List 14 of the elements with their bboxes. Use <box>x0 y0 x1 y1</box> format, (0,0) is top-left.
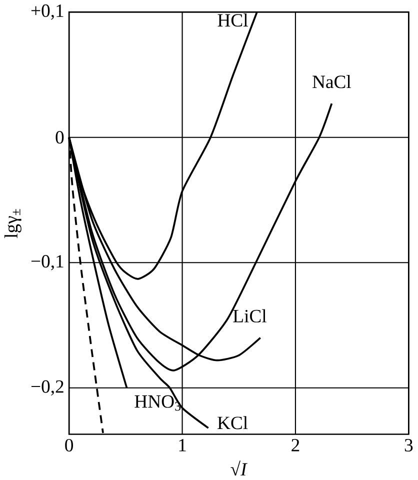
y-axis-title: lgγ$_{±}$ <box>4 209 22 238</box>
x-tick-label: 2 <box>292 438 300 452</box>
x-axis-title: √I <box>230 460 248 476</box>
y-tick-label: 0 <box>56 131 64 144</box>
y-tick-label: −0,2 <box>32 380 64 396</box>
y-tick-label: +0,1 <box>32 4 64 20</box>
x-tick-label: 3 <box>405 438 413 452</box>
series-label: KCl <box>218 416 248 430</box>
x-tick-label: 0 <box>65 438 74 452</box>
series-label: NaCl <box>312 75 352 88</box>
y-tick-label: −0,1 <box>32 254 64 270</box>
x-tick-label: 1 <box>179 438 186 452</box>
series-label: HCl <box>218 13 248 27</box>
series-label: LiCl <box>233 309 267 322</box>
